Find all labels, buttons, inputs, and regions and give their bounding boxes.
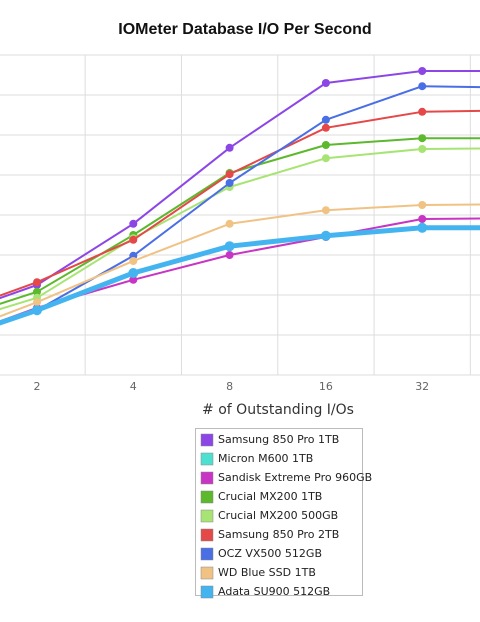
legend-swatch: [200, 528, 214, 542]
legend-swatch: [200, 433, 214, 447]
legend-swatch: [200, 585, 214, 599]
legend-label: Micron M600 1TB: [218, 452, 313, 465]
point: [418, 107, 427, 116]
series-line: [0, 225, 480, 326]
legend-swatch: [200, 452, 214, 466]
x-tick-label: 32: [415, 380, 429, 393]
legend-label: Samsung 850 Pro 2TB: [218, 528, 339, 541]
point: [418, 67, 427, 75]
point: [225, 219, 234, 228]
point: [320, 230, 331, 241]
point: [321, 115, 330, 124]
point: [418, 145, 427, 153]
point: [33, 287, 41, 296]
point: [129, 275, 138, 284]
point: [225, 179, 234, 187]
legend-label: Adata SU900 512GB: [218, 585, 330, 598]
x-tick-label: 2: [34, 380, 41, 393]
point: [129, 235, 138, 244]
legend-swatch: [200, 566, 214, 580]
point: [224, 241, 235, 252]
point: [33, 298, 41, 307]
point: [225, 170, 234, 179]
point: [321, 154, 330, 163]
point: [321, 79, 330, 87]
point: [418, 201, 427, 209]
series-line: [0, 217, 480, 323]
point: [32, 305, 42, 316]
x-axis-label: # of Outstanding I/Os: [202, 402, 354, 418]
legend-label: Sandisk Extreme Pro 960GB: [218, 471, 372, 484]
legend-label: Crucial MX200 500GB: [218, 509, 338, 522]
point: [225, 251, 234, 259]
legend-box: [195, 428, 363, 596]
legend-swatch: [200, 490, 214, 504]
legend-swatch: [200, 509, 214, 523]
point: [225, 143, 234, 152]
chart-title: IOMeter Database I/O Per Second: [118, 21, 371, 38]
point: [128, 268, 139, 278]
point: [321, 206, 330, 215]
legend-label: Crucial MX200 1TB: [218, 490, 322, 503]
point: [418, 134, 427, 143]
point: [417, 222, 428, 233]
point: [418, 215, 427, 223]
point: [129, 219, 138, 228]
series-line: [0, 70, 480, 300]
legend-label: WD Blue SSD 1TB: [218, 566, 316, 579]
point: [33, 278, 41, 287]
point: [321, 123, 330, 132]
x-tick-label: 16: [319, 380, 333, 393]
legend-swatch: [200, 471, 214, 485]
point: [321, 141, 330, 149]
x-tick-label: 8: [226, 380, 233, 393]
legend-label: Samsung 850 Pro 1TB: [218, 433, 339, 446]
point: [418, 82, 427, 91]
x-tick-label: 4: [130, 380, 137, 393]
legend-swatch: [200, 547, 214, 561]
point: [129, 257, 138, 265]
legend-label: OCZ VX500 512GB: [218, 547, 322, 560]
